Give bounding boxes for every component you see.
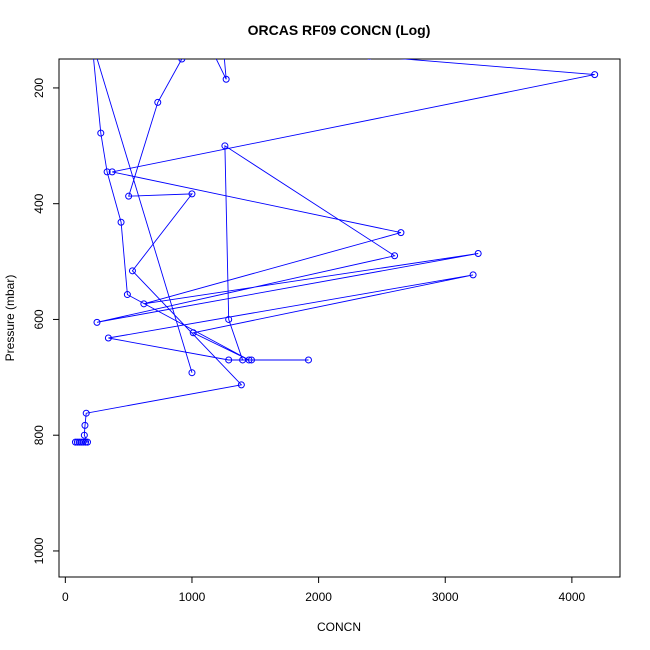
- x-tick-label: 4000: [559, 590, 586, 604]
- x-tick-label: 3000: [432, 590, 459, 604]
- data-point: [225, 356, 233, 364]
- data-point: [125, 192, 133, 200]
- y-tick-label: 600: [32, 309, 46, 329]
- data-point: [225, 315, 233, 323]
- data-point: [89, 39, 95, 45]
- data-point: [237, 381, 245, 389]
- data-point: [221, 142, 229, 150]
- y-axis: 200 400 600 800 1000: [32, 78, 60, 564]
- data-point: [188, 190, 196, 198]
- y-tick-label: 400: [32, 193, 46, 213]
- data-point: [93, 318, 101, 326]
- data-layer: [71, 27, 599, 446]
- plot-area: [58, 27, 621, 578]
- data-point: [178, 59, 186, 63]
- data-point: [591, 71, 599, 79]
- data-point: [304, 356, 312, 364]
- data-point: [474, 249, 482, 257]
- data-point: [81, 421, 89, 429]
- data-point: [221, 47, 227, 53]
- data-point: [82, 438, 90, 446]
- data-point: [108, 168, 116, 176]
- data-point: [188, 369, 196, 377]
- x-tick-label: 0: [62, 590, 69, 604]
- x-tick-label: 1000: [179, 590, 206, 604]
- data-point: [189, 329, 197, 337]
- x-axis: 0 1000 2000 3000 4000: [62, 576, 586, 604]
- data-point: [83, 438, 91, 446]
- data-point: [247, 356, 255, 364]
- data-point: [140, 300, 148, 308]
- data-point: [79, 438, 87, 446]
- data-point: [117, 218, 125, 226]
- data-point: [397, 229, 405, 237]
- plot-frame: [58, 58, 621, 578]
- data-point: [82, 409, 90, 417]
- y-tick-label: 200: [32, 78, 46, 98]
- data-point: [128, 267, 136, 275]
- data-point: [123, 291, 131, 299]
- x-tick-label: 2000: [305, 590, 332, 604]
- data-point: [80, 431, 88, 439]
- y-axis-label: Pressure (mbar): [3, 275, 17, 362]
- data-point: [222, 75, 230, 83]
- data-point: [104, 334, 112, 342]
- chart-title: ORCAS RF09 CONCN (Log): [248, 22, 431, 38]
- data-point: [154, 98, 162, 106]
- data-point: [97, 129, 105, 137]
- data-point: [245, 356, 253, 364]
- x-axis-label: CONCN: [317, 620, 361, 634]
- data-point: [469, 271, 477, 279]
- data-point: [199, 27, 205, 33]
- data-point: [367, 59, 372, 60]
- y-tick-label: 1000: [32, 537, 46, 564]
- data-point: [254, 42, 260, 48]
- y-tick-label: 800: [32, 425, 46, 445]
- data-point: [103, 168, 111, 176]
- data-point: [391, 252, 399, 260]
- series-line: [75, 59, 595, 443]
